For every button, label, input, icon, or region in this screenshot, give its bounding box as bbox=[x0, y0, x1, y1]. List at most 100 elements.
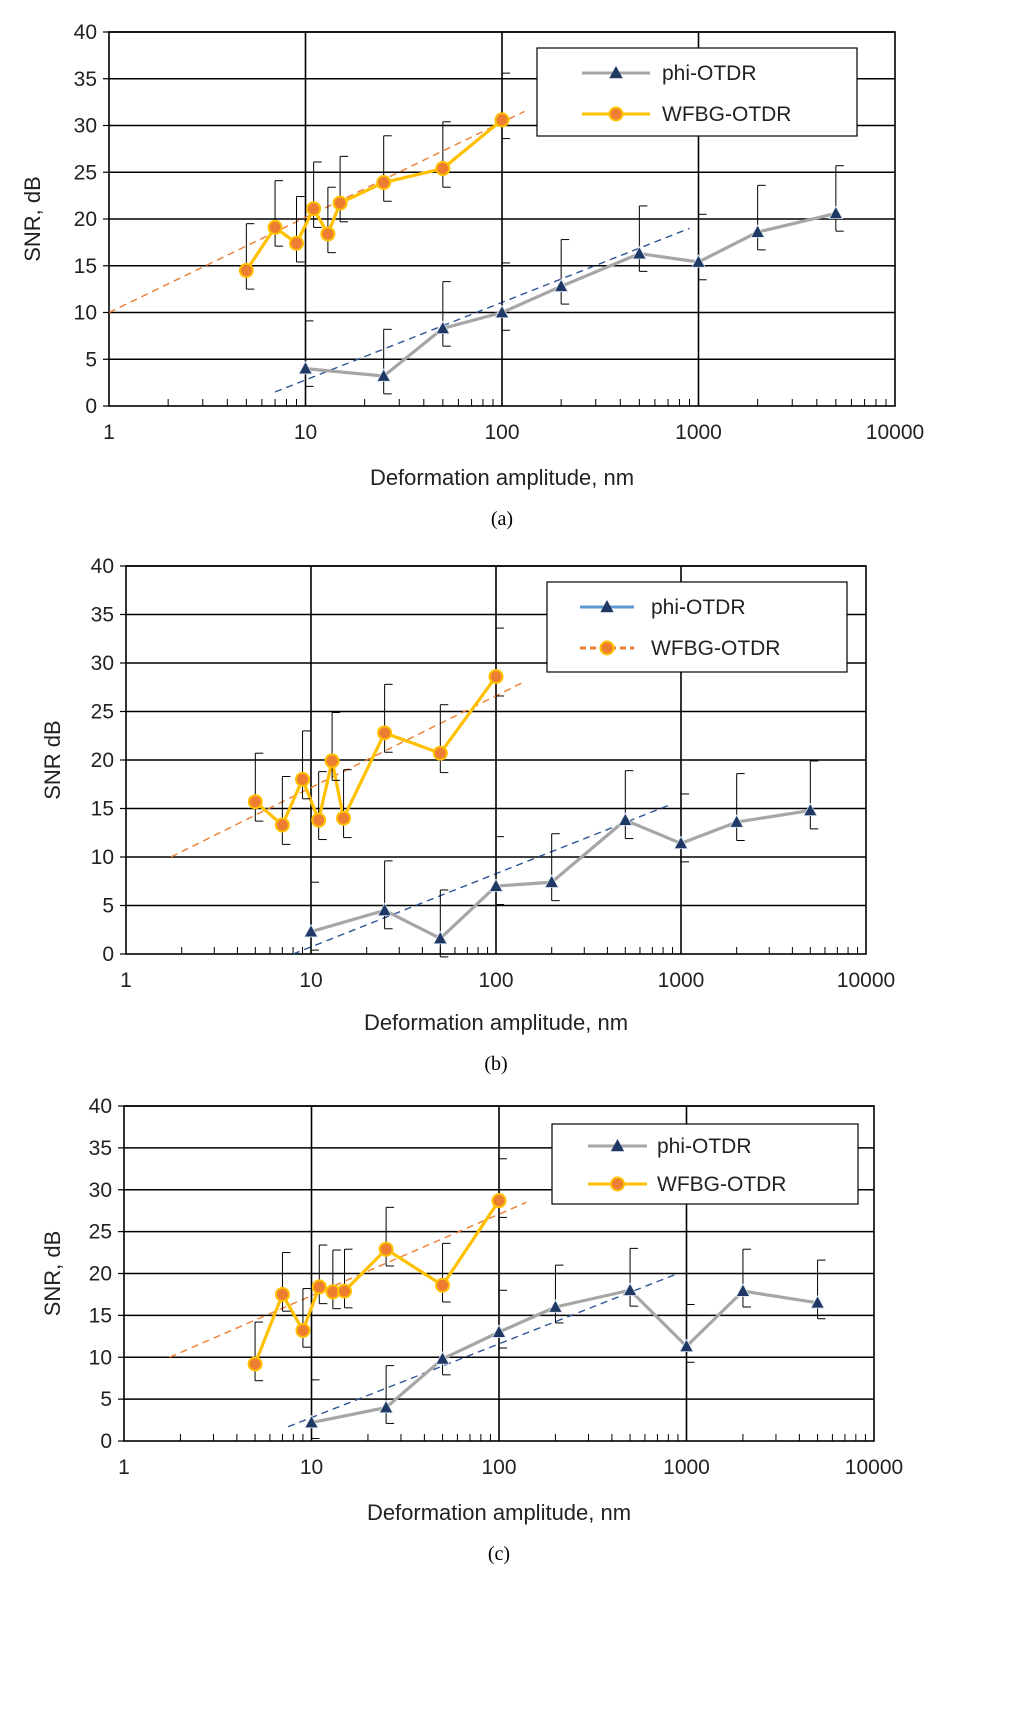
legend-marker bbox=[599, 640, 615, 656]
y-tick-label: 0 bbox=[102, 943, 114, 966]
data-point-phi-otdr bbox=[735, 1283, 751, 1297]
y-tick-label: 20 bbox=[89, 1263, 112, 1286]
y-tick-label: 5 bbox=[102, 895, 114, 918]
data-point-phi-otdr bbox=[553, 278, 569, 292]
x-tick-label: 10 bbox=[300, 1456, 323, 1479]
x-tick-label: 1000 bbox=[663, 1456, 710, 1479]
legend-box bbox=[551, 1123, 859, 1205]
y-tick-label: 10 bbox=[74, 302, 97, 325]
legend-box bbox=[536, 47, 858, 137]
x-tick-label: 1 bbox=[103, 421, 115, 444]
legend-marker bbox=[610, 1176, 625, 1192]
plot-frame bbox=[108, 31, 896, 407]
chart-panel-1: 0 5 10 15 20 25 30 35 40 1 10 100 1000 10000 phi-OTDR W… bbox=[20, 21, 924, 530]
legend-label: WFBG-OTDR bbox=[662, 103, 791, 126]
data-point-wfbg-otdr bbox=[432, 745, 448, 761]
data-point-wfbg-otdr bbox=[289, 235, 305, 251]
data-point-wfbg-otdr bbox=[332, 195, 348, 211]
x-tick-label: 100 bbox=[484, 421, 519, 444]
legend-label: WFBG-OTDR bbox=[657, 1173, 786, 1196]
x-tick-label: 1000 bbox=[675, 421, 722, 444]
data-point-wfbg-otdr bbox=[274, 817, 290, 833]
y-tick-label: 30 bbox=[91, 652, 114, 675]
data-point-phi-otdr bbox=[691, 254, 706, 268]
y-tick-label: 5 bbox=[85, 348, 97, 371]
data-point-wfbg-otdr bbox=[247, 794, 263, 810]
data-point-phi-otdr bbox=[544, 874, 560, 888]
legend: phi-OTDR WFBG-OTDR bbox=[551, 1123, 859, 1205]
data-point-wfbg-otdr bbox=[306, 201, 322, 217]
panel-caption: (c) bbox=[488, 1543, 510, 1565]
legend-label: phi-OTDR bbox=[657, 1135, 752, 1158]
y-tick-label: 0 bbox=[100, 1430, 112, 1453]
y-tick-label: 35 bbox=[74, 68, 97, 91]
y-tick-label: 15 bbox=[74, 255, 97, 278]
x-tick-label: 10000 bbox=[837, 969, 895, 992]
y-axis-title: SNR, dB bbox=[20, 176, 45, 262]
y-axis-title: SNR dB bbox=[40, 720, 65, 799]
data-point-wfbg-otdr bbox=[378, 1241, 394, 1257]
y-tick-label: 20 bbox=[91, 749, 114, 772]
data-point-phi-otdr bbox=[729, 814, 745, 828]
x-tick-label: 1 bbox=[120, 969, 132, 992]
x-tick-label: 10 bbox=[294, 421, 317, 444]
data-point-wfbg-otdr bbox=[491, 1193, 507, 1209]
x-tick-label: 100 bbox=[481, 1456, 516, 1479]
plot-frame bbox=[125, 565, 867, 955]
y-tick-label: 10 bbox=[91, 846, 114, 869]
legend: phi-OTDR WFBG-OTDR bbox=[546, 581, 848, 673]
trendline-2 bbox=[169, 1201, 527, 1358]
data-point-wfbg-otdr bbox=[336, 810, 352, 826]
panel-caption: (b) bbox=[484, 1053, 507, 1075]
data-point-phi-otdr bbox=[488, 878, 504, 892]
x-tick-label: 1 bbox=[118, 1456, 130, 1479]
panel-caption: (a) bbox=[491, 508, 513, 530]
data-point-phi-otdr bbox=[377, 902, 392, 916]
data-point-phi-otdr bbox=[491, 1324, 507, 1338]
x-tick-label: 10000 bbox=[866, 421, 924, 444]
chart-panel-2: 0 5 10 15 20 25 30 35 40 1 10 100 1000 10000 phi-OTDR W… bbox=[40, 555, 895, 1075]
y-tick-label: 25 bbox=[89, 1221, 112, 1244]
data-point-phi-otdr bbox=[828, 205, 844, 220]
data-point-phi-otdr bbox=[632, 245, 647, 260]
x-axis-title: Deformation amplitude, nm bbox=[367, 1500, 631, 1525]
data-point-wfbg-otdr bbox=[247, 1356, 263, 1372]
data-point-phi-otdr bbox=[376, 368, 392, 382]
y-tick-label: 20 bbox=[74, 208, 97, 231]
data-point-phi-otdr bbox=[298, 360, 313, 375]
data-point-wfbg-otdr bbox=[311, 1279, 327, 1295]
y-tick-label: 40 bbox=[74, 21, 97, 44]
y-tick-label: 25 bbox=[91, 701, 114, 724]
data-point-phi-otdr bbox=[378, 1399, 394, 1414]
data-point-phi-otdr bbox=[622, 1282, 638, 1296]
legend-marker bbox=[600, 600, 614, 613]
legend-label: phi-OTDR bbox=[662, 62, 757, 85]
data-point-wfbg-otdr bbox=[267, 219, 283, 235]
data-point-phi-otdr bbox=[432, 930, 448, 945]
data-point-phi-otdr bbox=[494, 304, 510, 319]
y-tick-label: 30 bbox=[74, 115, 97, 138]
data-point-phi-otdr bbox=[810, 1294, 825, 1309]
data-point-wfbg-otdr bbox=[311, 812, 327, 828]
data-point-wfbg-otdr bbox=[274, 1286, 290, 1302]
legend: phi-OTDR WFBG-OTDR bbox=[536, 47, 858, 137]
data-point-phi-otdr bbox=[304, 1414, 319, 1429]
data-point-phi-otdr bbox=[435, 1351, 450, 1365]
data-point-wfbg-otdr bbox=[295, 771, 311, 787]
data-point-phi-otdr bbox=[435, 320, 451, 335]
legend-label: WFBG-OTDR bbox=[651, 637, 780, 660]
x-tick-label: 1000 bbox=[658, 969, 705, 992]
y-tick-label: 35 bbox=[91, 604, 114, 627]
legend-box bbox=[546, 581, 848, 673]
y-tick-label: 15 bbox=[89, 1304, 112, 1327]
legend-marker bbox=[610, 1139, 625, 1152]
data-point-wfbg-otdr bbox=[435, 161, 451, 177]
data-point-wfbg-otdr bbox=[377, 725, 393, 741]
data-point-phi-otdr bbox=[303, 923, 319, 938]
data-point-phi-otdr bbox=[802, 802, 818, 817]
data-point-phi-otdr bbox=[673, 835, 689, 850]
data-point-phi-otdr bbox=[679, 1338, 694, 1353]
y-axis-title: SNR, dB bbox=[40, 1231, 65, 1317]
plot-frame bbox=[123, 1105, 875, 1442]
